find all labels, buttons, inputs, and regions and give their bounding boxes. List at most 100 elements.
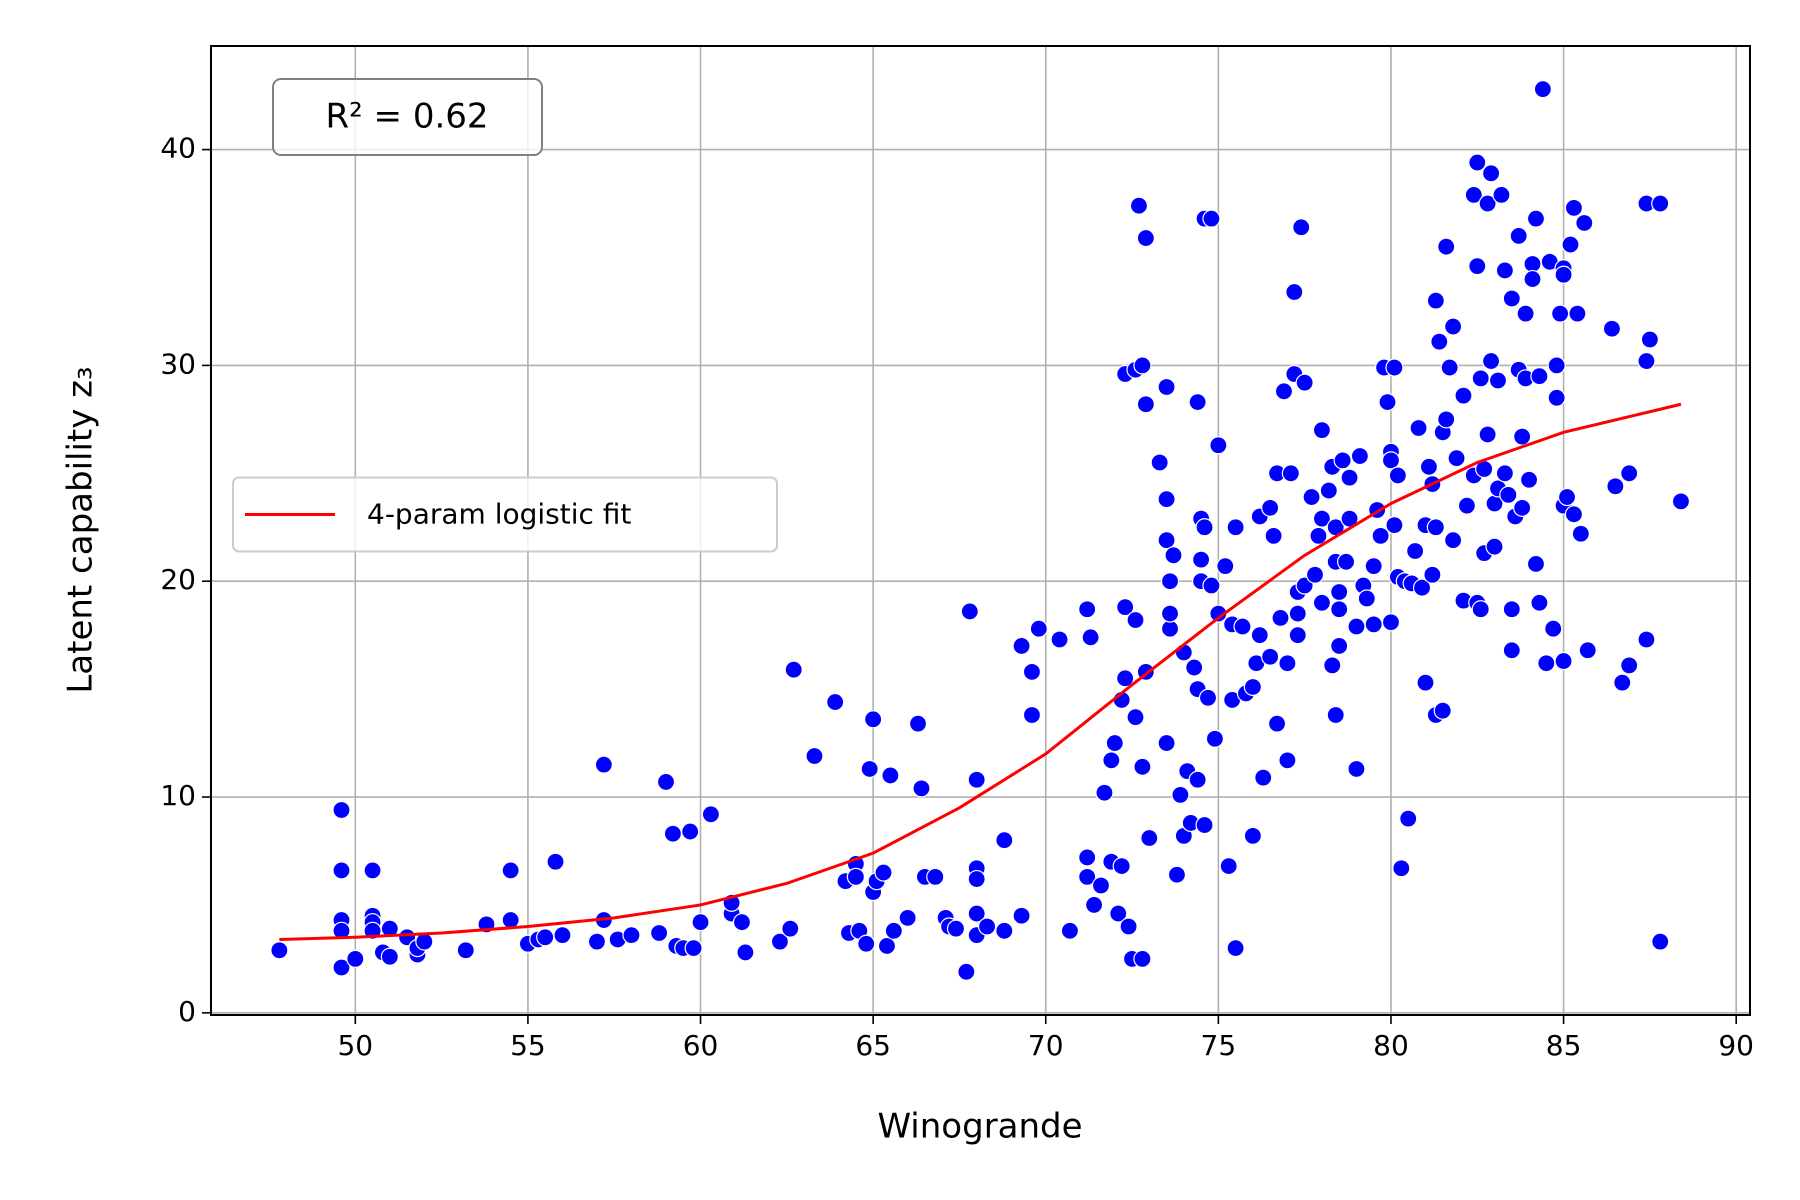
y-tick-label: 40	[160, 132, 196, 165]
point	[967, 869, 986, 889]
point	[1568, 304, 1587, 323]
point	[1226, 518, 1245, 537]
point	[1637, 351, 1656, 371]
point	[977, 917, 997, 936]
point	[1292, 218, 1311, 237]
point	[995, 831, 1014, 850]
point	[1430, 332, 1449, 351]
point	[1116, 598, 1135, 617]
legend: 4-param logistic fit	[232, 476, 778, 553]
point	[967, 904, 986, 923]
point	[1502, 600, 1521, 619]
point	[1261, 647, 1280, 666]
point	[1526, 554, 1546, 574]
point	[1133, 356, 1152, 375]
point	[1502, 641, 1521, 660]
point	[1264, 526, 1283, 545]
point	[781, 919, 800, 938]
point	[1136, 395, 1155, 414]
point	[622, 926, 641, 945]
point	[1078, 867, 1097, 886]
point	[1160, 572, 1180, 591]
point	[874, 863, 893, 882]
point	[1381, 613, 1401, 632]
point	[1530, 593, 1549, 612]
point	[1454, 386, 1473, 405]
point	[1309, 526, 1328, 545]
point	[1188, 392, 1207, 412]
point	[770, 932, 790, 951]
point	[1323, 656, 1342, 675]
point	[995, 921, 1014, 940]
point	[1267, 714, 1287, 733]
point	[1274, 382, 1294, 401]
point	[1326, 705, 1345, 725]
point	[1613, 673, 1632, 692]
point	[732, 913, 752, 932]
point	[860, 759, 879, 779]
point	[1513, 427, 1532, 446]
point	[1471, 369, 1490, 388]
point	[1164, 546, 1183, 565]
point	[594, 755, 613, 774]
point	[1216, 557, 1235, 576]
point	[1078, 600, 1097, 619]
point	[1412, 578, 1432, 597]
point	[1557, 487, 1577, 507]
y-tick-label: 20	[160, 563, 196, 596]
point	[1523, 269, 1542, 289]
point	[1167, 865, 1187, 884]
point	[1219, 856, 1238, 876]
point	[1516, 304, 1535, 323]
point	[826, 692, 845, 712]
point	[1336, 552, 1356, 571]
point	[1499, 485, 1518, 504]
point	[1416, 673, 1435, 692]
point	[1478, 194, 1497, 213]
point	[1112, 856, 1131, 876]
axes: 50 55 60 65 70 75 80 85 90 0 10 20 30 40	[160, 132, 1754, 1062]
point	[1537, 654, 1556, 673]
point	[1526, 209, 1546, 228]
point	[1319, 481, 1338, 500]
point	[957, 962, 976, 981]
point	[805, 746, 824, 766]
point	[380, 947, 399, 966]
point	[1378, 392, 1397, 412]
point	[1312, 593, 1332, 612]
point	[1330, 636, 1349, 656]
point	[1495, 261, 1514, 280]
point	[1347, 759, 1366, 779]
point	[1478, 425, 1497, 444]
point	[1468, 257, 1487, 276]
x-tick-label: 70	[1028, 1029, 1064, 1062]
point	[415, 932, 434, 951]
point	[1602, 319, 1622, 338]
point	[1102, 751, 1121, 770]
point	[1129, 196, 1149, 215]
point	[663, 824, 683, 843]
point	[1084, 895, 1104, 915]
point	[1091, 876, 1111, 895]
point	[546, 852, 565, 871]
x-tick-label: 75	[1201, 1029, 1237, 1062]
point	[1554, 265, 1573, 284]
point	[1157, 733, 1176, 753]
point	[380, 919, 399, 938]
point	[1109, 904, 1128, 923]
point	[1530, 367, 1549, 386]
point	[1464, 185, 1483, 205]
point	[1160, 619, 1180, 638]
point	[1105, 733, 1124, 753]
point	[1399, 809, 1418, 828]
point	[1364, 615, 1383, 634]
point	[1202, 209, 1221, 228]
point	[1444, 531, 1463, 550]
point	[1547, 388, 1566, 407]
point	[846, 867, 865, 886]
point	[1468, 153, 1487, 172]
plot-frame	[210, 45, 1751, 1016]
point	[332, 921, 351, 940]
point	[1340, 468, 1359, 487]
